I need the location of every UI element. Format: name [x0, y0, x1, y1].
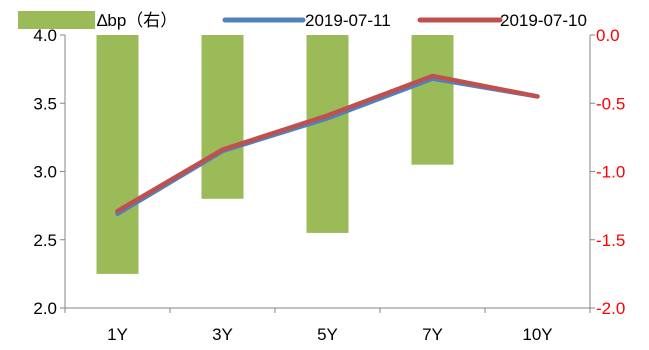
legend: ∆bp（右） 2019-07-11 2019-07-10 — [18, 11, 587, 30]
legend-label: 2019-07-11 — [305, 11, 391, 30]
bar-5Y — [306, 35, 349, 233]
legend-label: 2019-07-10 — [500, 11, 587, 30]
y-left-tick-label: 2.5 — [33, 231, 57, 250]
y-right-tick-label: -1.0 — [596, 163, 625, 182]
legend-label: ∆bp（右） — [97, 11, 177, 30]
y-right-tick-label: 0.0 — [596, 26, 620, 45]
y-left-tick-label: 3.0 — [33, 163, 57, 182]
x-tick-label-3Y: 3Y — [212, 325, 233, 344]
x-tick-label-1Y: 1Y — [107, 325, 128, 344]
x-tick-label-5Y: 5Y — [317, 325, 338, 344]
legend-swatch-bar — [18, 11, 95, 29]
y-right-tick-label: -1.5 — [596, 231, 625, 250]
bar-series — [96, 35, 454, 274]
bar-1Y — [96, 35, 139, 274]
x-tick-label-10Y: 10Y — [522, 325, 552, 344]
y-left-tick-label: 3.5 — [33, 94, 57, 113]
bar-3Y — [201, 35, 244, 199]
axes: 2.0 2.5 3.0 3.5 4.0 -2.0 -1.5 -1.0 -0.5 0.0 1Y 3Y 5Y… — [33, 26, 625, 344]
y-right-tick-label: -0.5 — [596, 94, 625, 113]
y-left-tick-label: 2.0 — [33, 299, 57, 318]
y-left-tick-label: 4.0 — [33, 26, 57, 45]
bar-7Y — [411, 35, 454, 165]
line-series — [115, 73, 540, 217]
line-2019-07-10 — [115, 73, 540, 214]
y-right-tick-label: -2.0 — [596, 299, 625, 318]
x-tick-label-7Y: 7Y — [422, 325, 443, 344]
